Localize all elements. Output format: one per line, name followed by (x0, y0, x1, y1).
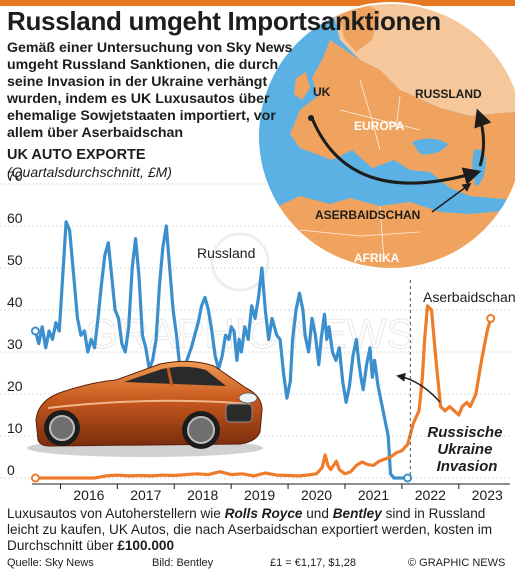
x-tick-label-2019: 2019 (244, 487, 275, 503)
photo-credit: Bild: Bentley (152, 557, 214, 569)
invasion-label-line3: Invasion (437, 458, 498, 475)
y-tick-label-40: 40 (7, 294, 23, 310)
exchange-rate: £1 = €1,17, $1,28 (270, 557, 356, 569)
map-uk (294, 72, 310, 100)
footer-note-and: und (302, 506, 333, 521)
series-label-russland: Russland (197, 245, 255, 261)
car-window-divider (166, 367, 174, 387)
car-rear-rim (49, 415, 75, 441)
map-europe-land (290, 40, 515, 200)
route-arrow-to-russland (474, 108, 492, 167)
chart-title: UK AUTO EXPORTE (7, 147, 146, 163)
x-tick-label-2021: 2021 (358, 487, 389, 503)
map-label-aserbaidschan: ASERBAIDSCHAN (315, 208, 420, 222)
x-tick-label-2020: 2020 (301, 487, 332, 503)
car-grille (225, 403, 253, 423)
x-tick-label-2017: 2017 (130, 487, 161, 503)
average-price: £100.000 (117, 538, 175, 553)
copyright: © GRAPHIC NEWS (408, 557, 506, 569)
y-tick-label-10: 10 (7, 420, 23, 436)
car-front-rim (187, 416, 215, 444)
y-tick-label-0: 0 (7, 462, 15, 478)
brand-bentley: Bentley (332, 506, 382, 521)
x-tick-label-2016: 2016 (73, 487, 104, 503)
footer-note: Luxusautos von Autoherstellern wie Rolls… (7, 506, 512, 554)
aserbaidschan-pointer (431, 182, 472, 213)
map-label-afrika: AFRIKA (354, 251, 400, 265)
source-credit: Quelle: Sky News (7, 557, 94, 569)
series-layer (30, 220, 496, 483)
map-scandinavia (338, 3, 380, 52)
series-end-marker-aserbaidschan (486, 313, 496, 323)
series-label-aserbaidschan: Aserbaidschan (423, 289, 515, 305)
y-tick-label-30: 30 (7, 336, 23, 352)
x-tick-label-2023: 2023 (472, 487, 503, 503)
y-tick-label-50: 50 (7, 252, 23, 268)
route-arrow-uk-to-aserbaidschan (310, 117, 482, 185)
y-tick-label-60: 60 (7, 210, 23, 226)
x-tick-label-2018: 2018 (187, 487, 218, 503)
car-side-highlight (47, 399, 251, 409)
invasion-arrow (396, 372, 441, 403)
uk-marker (308, 115, 314, 121)
map-label-russland: RUSSLAND (415, 87, 482, 101)
y-tick-label-20: 20 (7, 378, 23, 394)
car-windows (124, 366, 226, 386)
map-black-sea (412, 138, 448, 155)
top-accent-bar (0, 0, 515, 6)
map-label-europa: EUROPA (354, 119, 405, 133)
x-axis: 2016 2017 2018 2019 2020 2021 2022 2023 (32, 483, 510, 503)
invasion-label-line1: Russische (427, 424, 502, 441)
series-line-aserbaidschan (33, 304, 493, 480)
page-title: Russland umgeht Importsanktionen (7, 6, 441, 36)
y-tick-label-70: 70 (7, 168, 23, 184)
footer-note-part2: sind in Russland leicht zu kaufen, UK Au… (7, 506, 493, 553)
chart-subtitle: (Quartalsdurchschnitt, £M) (7, 164, 172, 180)
brand-rolls-royce: Rolls Royce (224, 506, 303, 521)
series-end-marker-russland (403, 473, 413, 483)
car-headlight (238, 392, 258, 404)
y-axis: 0 10 20 30 40 50 60 70 (7, 168, 23, 478)
map-label-uk: UK (313, 85, 331, 99)
footer-note-part1: Luxusautos von Autoherstellern wie (7, 506, 225, 521)
map-borders (299, 79, 421, 261)
intro-text: Gemäß einer Untersuchung von Sky News um… (7, 40, 293, 141)
series-start-marker-russland (30, 326, 40, 336)
series-line-russland (33, 220, 399, 480)
bentley-car-illustration (27, 360, 263, 457)
x-tick-label-2022: 2022 (415, 487, 446, 503)
series-start-marker-aserbaidschan (30, 473, 40, 483)
invasion-label-line2: Ukraine (437, 441, 492, 458)
invasion-annotation: Russische Ukraine Invasion (427, 424, 506, 475)
